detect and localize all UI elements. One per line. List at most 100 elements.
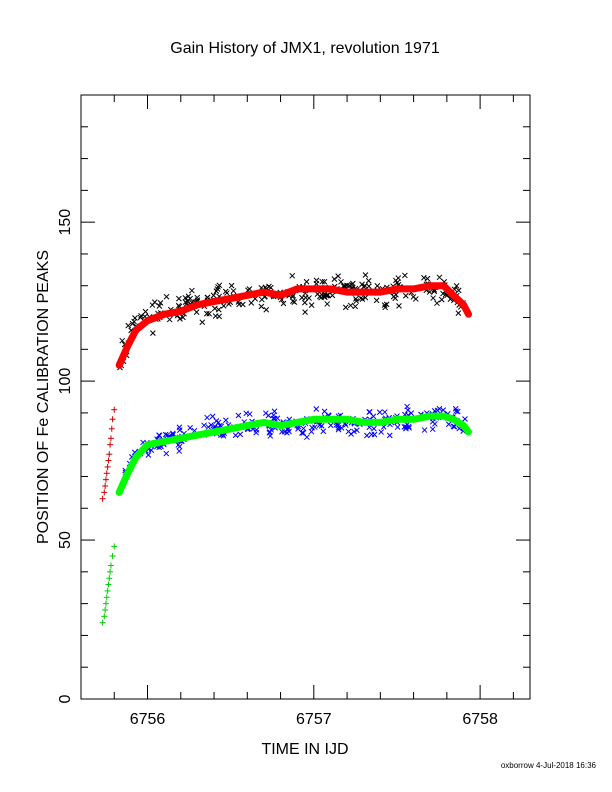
series-0-point — [366, 283, 372, 290]
series-2-point — [300, 425, 307, 432]
series-0-point — [319, 278, 326, 285]
plot-frame — [80, 94, 531, 700]
series-2-point — [378, 429, 385, 435]
series-2-point — [270, 415, 277, 422]
series-2-point — [271, 415, 278, 422]
series-0-point — [402, 292, 409, 299]
series-4-point — [105, 457, 112, 464]
series-0-point — [455, 287, 462, 294]
series-2-point — [440, 407, 447, 414]
series-0-point — [426, 289, 433, 295]
series-2-point — [271, 408, 278, 415]
series-2-point — [452, 405, 459, 412]
x-tick-label: 6757 — [296, 711, 332, 728]
series-5-point — [111, 543, 118, 550]
series-0-point — [180, 314, 186, 321]
series-4-point — [99, 495, 106, 502]
series-0-point — [142, 308, 149, 315]
series-2-point — [320, 428, 327, 435]
x-tick-label: 6756 — [130, 711, 166, 728]
series-2-point — [436, 405, 443, 412]
series-0-point — [362, 272, 369, 278]
series-0-point — [230, 288, 237, 294]
series-2-point — [176, 448, 183, 454]
series-4-point — [107, 435, 114, 442]
series-0-point — [373, 297, 380, 304]
series-5-point — [99, 619, 106, 626]
series-0-point — [302, 294, 309, 301]
series-2-point — [279, 428, 285, 435]
y-axis-label: POSITION OF Fe CALIBRATION PEAKS — [35, 250, 52, 544]
series-0-point — [431, 288, 438, 295]
series-5-point — [101, 613, 108, 620]
series-0-point — [215, 283, 221, 290]
series-5-point — [104, 587, 111, 594]
series-0-point — [381, 302, 388, 308]
series-5-point — [102, 600, 109, 607]
series-2-point — [266, 429, 273, 436]
series-2-point — [163, 450, 170, 457]
series-2-point — [321, 408, 328, 415]
series-2-point — [354, 427, 360, 434]
series-0-point — [125, 322, 132, 329]
series-0-point — [150, 330, 156, 336]
series-0-point — [338, 278, 344, 285]
series-0-point — [289, 272, 296, 279]
series-0-point — [357, 295, 364, 302]
series-4-point — [102, 483, 109, 490]
series-2-point — [454, 408, 461, 415]
series-0-point — [132, 315, 138, 321]
series-0-point — [308, 302, 315, 308]
series-2-point — [232, 432, 239, 439]
series-0-point — [402, 272, 408, 279]
series-2-point — [187, 425, 193, 431]
series-0-point — [347, 302, 354, 309]
series-5-point — [107, 562, 114, 569]
series-0-point — [228, 282, 235, 289]
series-0-point — [440, 290, 446, 297]
series-0-point — [342, 304, 349, 311]
y-tick-label: 100 — [57, 368, 74, 395]
series-4-point — [107, 441, 114, 448]
series-2-point — [235, 412, 242, 419]
series-5-point — [102, 606, 109, 613]
series-2-point — [370, 413, 377, 420]
series-0-point — [318, 291, 325, 298]
x-tick-label: 6758 — [462, 711, 498, 728]
series-2-point — [309, 424, 315, 431]
series-4-point — [101, 489, 108, 496]
series-2-point — [313, 406, 320, 412]
series-2-point — [156, 432, 162, 438]
series-2-point — [327, 422, 334, 429]
series-2-point — [421, 427, 428, 433]
series-5-point — [105, 581, 112, 588]
footer-stamp: oxborrow 4-Jul-2018 16:36 — [501, 761, 597, 770]
series-2-point — [299, 430, 305, 436]
data-marks — [99, 272, 472, 626]
series-2-point — [335, 422, 341, 429]
series-2-point — [213, 418, 220, 424]
series-2-point — [170, 430, 176, 437]
series-5-point — [103, 594, 110, 601]
series-4-point — [109, 416, 116, 423]
series-0-point — [302, 309, 308, 316]
series-0-point — [166, 316, 173, 323]
series-3-fit-line — [115, 412, 472, 496]
series-0-point — [203, 310, 210, 317]
series-5-point — [107, 568, 114, 575]
series-4-point — [111, 406, 118, 413]
series-0-point — [455, 310, 462, 316]
series-0-point — [137, 314, 144, 321]
series-0-point — [246, 286, 253, 292]
series-0-point — [258, 303, 265, 310]
y-tick-label: 50 — [57, 531, 74, 549]
series-2-point — [267, 433, 274, 439]
series-2-point — [237, 431, 244, 438]
series-2-point — [364, 432, 370, 439]
series-2-point — [404, 421, 411, 428]
series-4-point — [106, 451, 113, 458]
series-2-point — [404, 403, 410, 410]
series-0-point — [206, 310, 212, 317]
series-0-point — [280, 300, 287, 307]
